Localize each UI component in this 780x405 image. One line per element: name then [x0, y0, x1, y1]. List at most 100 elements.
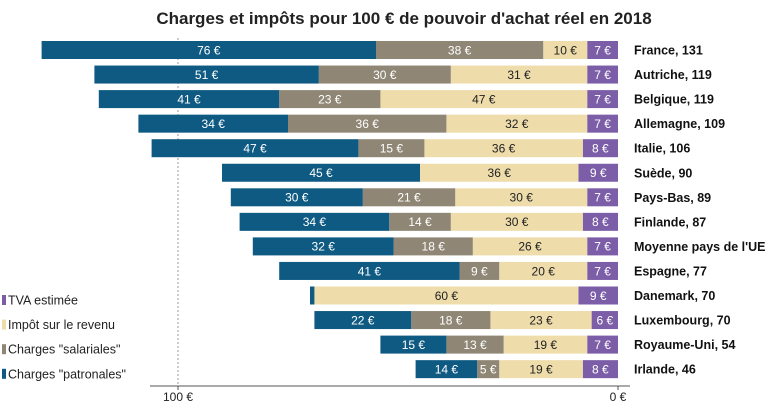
bar-segment: [578, 286, 618, 305]
bar-segment: [279, 261, 460, 280]
category-label: Luxembourg, 70: [634, 314, 731, 328]
data-label: 8 €: [592, 215, 609, 229]
bar-segment: [380, 90, 588, 109]
data-label: 7 €: [594, 191, 611, 205]
data-label: 14 €: [435, 362, 459, 376]
bar-row: 6 € 23 € 18 € 22 €: [314, 311, 618, 330]
category-label: Moyenne pays de l'UE: [634, 240, 765, 254]
bar-segment: [380, 335, 447, 354]
legend-label: Impôt sur le revenu: [8, 318, 115, 332]
bar-segment: [376, 41, 544, 59]
data-label: 9 €: [471, 264, 488, 278]
bar-segment: [98, 90, 280, 109]
bar-row: 8 € 36 € 15 € 47 €: [151, 139, 618, 158]
bar-segment: [41, 41, 376, 59]
bar-segment: [587, 335, 618, 354]
bar-segment: [543, 41, 588, 59]
data-label: 7 €: [594, 92, 611, 106]
data-label: 76 €: [197, 43, 221, 57]
category-label: France, 131: [634, 44, 703, 58]
data-label: 41 €: [358, 264, 382, 278]
data-label: 34 €: [202, 117, 226, 131]
bar-row: 7 € 20 € 9 € 41 €: [279, 261, 618, 280]
data-label: 36 €: [492, 142, 516, 156]
bar-segment: [446, 335, 504, 354]
bar-segment: [587, 41, 618, 59]
bar-segment: [591, 311, 618, 330]
data-label: 21 €: [397, 191, 421, 205]
bar-segment: [587, 237, 618, 256]
bar-row: 7 € 10 € 38 € 76 €: [41, 41, 618, 59]
data-label: 15 €: [380, 142, 404, 156]
bar-row: 7 € 19 € 13 € 15 €: [380, 335, 618, 354]
category-label: Allemagne, 109: [634, 117, 725, 131]
bar-row: 8 € 19 € 5 € 14 €: [415, 360, 618, 379]
data-label: 20 €: [532, 264, 556, 278]
data-label: 7 €: [594, 43, 611, 57]
bar-segment: [450, 212, 583, 231]
data-label: 15 €: [402, 338, 426, 352]
bar-segment: [362, 188, 456, 207]
data-label: 9 €: [590, 289, 607, 303]
bar-segment: [587, 90, 618, 109]
bar-segment: [314, 286, 579, 305]
data-label: 18 €: [439, 313, 463, 327]
data-label: 34 €: [303, 215, 327, 229]
data-label: 38 €: [448, 43, 472, 57]
bar-segment: [587, 114, 618, 133]
data-label: 13 €: [463, 338, 487, 352]
row-labels: France, 131 Autriche, 119 Belgique, 119 All…: [634, 44, 765, 377]
bar-segment: [389, 212, 451, 231]
x-tick-label: 0 €: [610, 390, 627, 404]
bar-segment: [446, 114, 588, 133]
data-label: 7 €: [594, 264, 611, 278]
bar-segment: [279, 90, 381, 109]
bar-segment: [138, 114, 288, 133]
legend-item: Charges "patronales": [2, 367, 126, 381]
bar-segment: [582, 139, 618, 158]
bar-segment: [477, 360, 500, 379]
data-label: 45 €: [309, 166, 333, 180]
data-label: 23 €: [318, 92, 342, 106]
bar-segment: [420, 163, 579, 182]
bar-segment: [499, 360, 583, 379]
data-label: 30 €: [505, 215, 529, 229]
category-label: Espagne, 77: [634, 264, 707, 278]
data-label: 47 €: [472, 92, 496, 106]
bar-row: 9 € 60 €: [310, 286, 618, 305]
bar-segment: [239, 212, 390, 231]
legend-swatch: [2, 368, 6, 379]
legend-label: TVA estimée: [8, 294, 78, 308]
legend-label: Charges "patronales": [8, 367, 126, 381]
data-label: 51 €: [195, 68, 219, 82]
data-label: 7 €: [594, 338, 611, 352]
data-label: 7 €: [594, 68, 611, 82]
bar-row: 7 € 32 € 36 € 34 €: [138, 114, 618, 133]
bar-segment: [503, 335, 588, 354]
bar-segment: [230, 188, 363, 207]
legend: TVA estimée Impôt sur le revenu Charges "s…: [2, 294, 126, 381]
category-label: Belgique, 119: [634, 93, 714, 107]
category-label: Irlande, 46: [634, 363, 696, 377]
data-label: 5 €: [480, 362, 497, 376]
bar-segment: [252, 237, 394, 256]
bar-segment: [499, 261, 588, 280]
bar-row: 8 € 30 € 14 € 34 €: [239, 212, 618, 231]
data-label: 6 €: [596, 313, 613, 327]
data-label: 7 €: [594, 240, 611, 254]
data-label: 8 €: [592, 362, 609, 376]
bars-layer: 7 € 10 € 38 € 76 € 7 € 31 € 30 € 51 € 7 € 47 € 23 …: [41, 41, 618, 379]
legend-item: TVA estimée: [2, 294, 78, 308]
data-label: 19 €: [534, 338, 558, 352]
bar-segment: [450, 65, 588, 84]
data-label: 30 €: [510, 191, 534, 205]
bar-segment: [415, 360, 478, 379]
data-label: 10 €: [554, 43, 578, 57]
data-label: 14 €: [408, 215, 432, 229]
bar-segment: [151, 139, 359, 158]
bar-segment: [94, 65, 319, 84]
bar-segment: [582, 212, 618, 231]
data-label: 22 €: [351, 313, 375, 327]
data-label: 36 €: [488, 166, 512, 180]
